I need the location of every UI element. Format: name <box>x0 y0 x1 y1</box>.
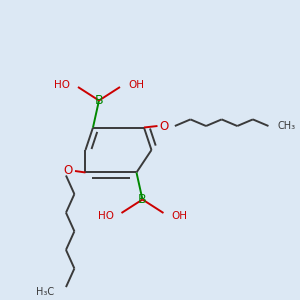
Text: O: O <box>64 164 73 178</box>
Text: B: B <box>95 94 103 107</box>
Text: HO: HO <box>98 211 114 221</box>
Text: CH₃: CH₃ <box>278 121 296 131</box>
Text: OH: OH <box>171 211 187 221</box>
Text: OH: OH <box>128 80 144 90</box>
Text: B: B <box>138 193 147 206</box>
Text: HO: HO <box>54 80 70 90</box>
Text: O: O <box>159 119 169 133</box>
Text: H₃C: H₃C <box>37 286 55 297</box>
